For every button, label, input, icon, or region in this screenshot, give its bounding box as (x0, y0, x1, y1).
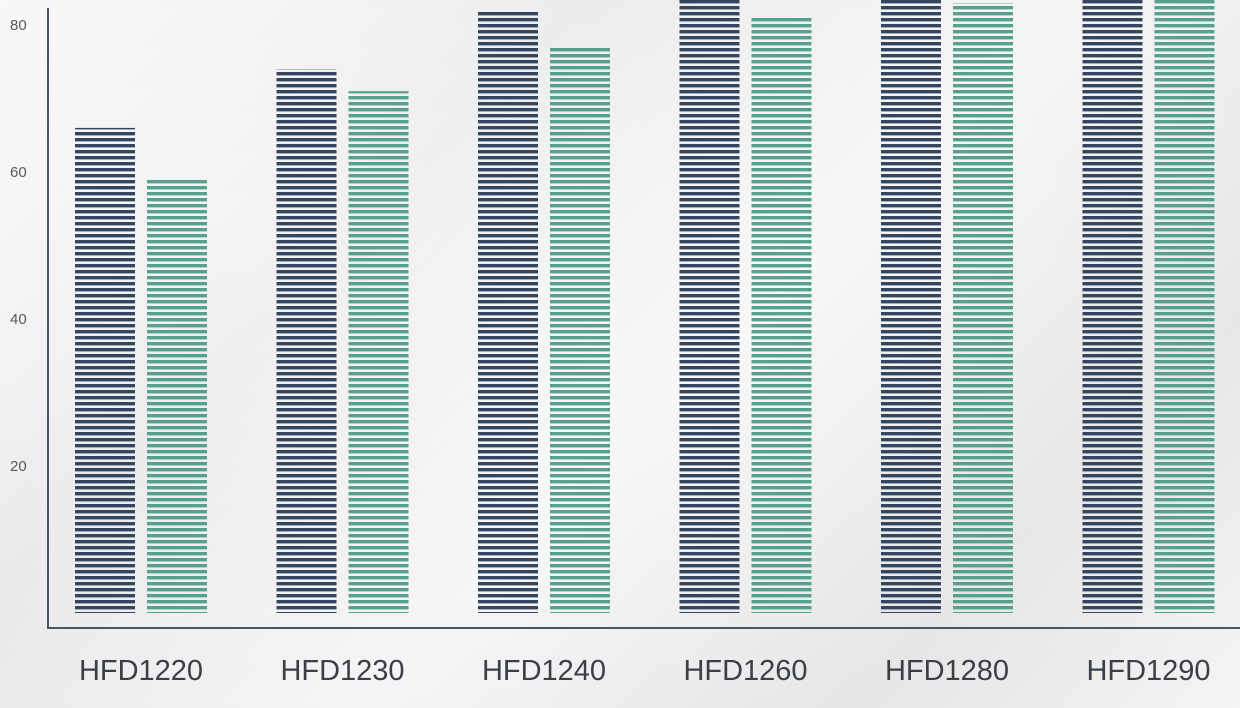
bar-hfd1280-series-2 (953, 2, 1013, 613)
y-tick-label: 60 (10, 164, 27, 181)
y-tick-label: 80 (10, 17, 27, 34)
y-tick-label: 40 (10, 311, 27, 328)
bar-hfd1240-series-2 (550, 47, 610, 614)
x-category-label: HFD1240 (482, 655, 606, 687)
bar-hfd1230-series-2 (348, 91, 409, 613)
bar-hfd1260-series-1 (679, 0, 740, 613)
bar-hfd1290-series-1 (1082, 0, 1143, 613)
bar-hfd1220-series-2 (147, 179, 207, 613)
x-category-label: HFD1290 (1086, 655, 1210, 687)
bar-hfd1280-series-1 (881, 0, 941, 613)
bar-hfd1230-series-1 (276, 69, 337, 614)
x-category-label: HFD1260 (683, 655, 807, 687)
x-category-label: HFD1230 (280, 655, 404, 687)
y-tick-label: 20 (10, 458, 27, 475)
bar-hfd1260-series-2 (751, 17, 812, 613)
x-category-label: HFD1220 (79, 655, 203, 687)
bar-hfd1290-series-2 (1154, 0, 1215, 613)
bar-hfd1220-series-1 (75, 127, 135, 614)
x-category-label: HFD1280 (885, 655, 1009, 687)
bar-hfd1240-series-1 (478, 10, 538, 614)
